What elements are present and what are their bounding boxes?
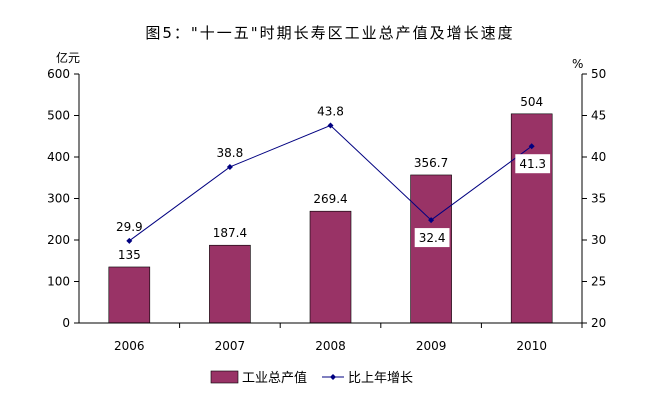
left-axis-unit: 亿元: [56, 50, 80, 65]
right-axis-unit: %: [572, 57, 583, 71]
left-tick-label: 500: [47, 109, 70, 123]
bar-value-label: 269.4: [313, 192, 347, 206]
legend-line-marker: [330, 374, 336, 380]
line-point: [528, 143, 535, 150]
x-tick-label: 2008: [315, 339, 346, 353]
left-tick-label: 0: [62, 316, 70, 330]
bar-value-label: 187.4: [213, 226, 247, 240]
right-tick-label: 20: [591, 316, 606, 330]
bar-value-label: 135: [118, 248, 141, 262]
bar-series: [108, 113, 553, 324]
bar: [209, 244, 251, 324]
bar-value-label: 356.7: [414, 156, 448, 170]
line-value-labels: 29.9 38.8 43.8 32.4 41.3: [116, 104, 551, 248]
bar-value-labels: 135 187.4 269.4 356.7 504: [118, 95, 543, 262]
line-point: [226, 163, 233, 170]
right-axis-ticks: 20 25 30 35 40 45 50: [582, 67, 606, 330]
right-tick-label: 45: [591, 109, 606, 123]
line-point: [327, 122, 334, 129]
line-label-box: [515, 154, 551, 174]
x-tick-label: 2006: [114, 339, 145, 353]
line-value-label: 41.3: [519, 157, 546, 171]
bar-value-label: 504: [520, 95, 543, 109]
left-tick-label: 600: [47, 67, 70, 81]
line-value-label: 43.8: [317, 104, 344, 118]
right-tick-label: 50: [591, 67, 606, 81]
chart-title: 图5："十一五"时期长寿区工业总产值及增长速度: [145, 24, 515, 42]
line-point: [428, 217, 435, 224]
x-axis-labels: 2006 2007 2008 2009 2010: [114, 323, 583, 353]
right-tick-label: 30: [591, 233, 606, 247]
line-point: [126, 237, 133, 244]
line-label-box: [414, 228, 450, 248]
left-tick-label: 400: [47, 150, 70, 164]
left-tick-label: 200: [47, 233, 70, 247]
x-tick-label: 2009: [416, 339, 447, 353]
bar: [309, 210, 352, 324]
left-tick-label: 100: [47, 275, 70, 289]
line-series: [126, 122, 535, 244]
legend-bar-swatch: [210, 370, 239, 384]
right-tick-label: 40: [591, 150, 606, 164]
left-axis-ticks: 0 100 200 300 400 500 600: [47, 67, 79, 330]
legend-line-label: 比上年增长: [348, 371, 413, 386]
left-tick-label: 300: [47, 192, 70, 206]
legend-bar-label: 工业总产值: [242, 370, 307, 386]
legend: 工业总产值 比上年增长: [210, 370, 413, 386]
right-tick-label: 35: [591, 192, 606, 206]
bar: [108, 266, 151, 324]
x-tick-label: 2010: [516, 339, 547, 353]
right-tick-label: 25: [591, 275, 606, 289]
line-value-label: 29.9: [116, 220, 143, 234]
line-value-label: 32.4: [419, 231, 446, 245]
x-tick-label: 2007: [215, 339, 246, 353]
bar: [410, 174, 452, 324]
line-value-label: 38.8: [217, 146, 244, 160]
